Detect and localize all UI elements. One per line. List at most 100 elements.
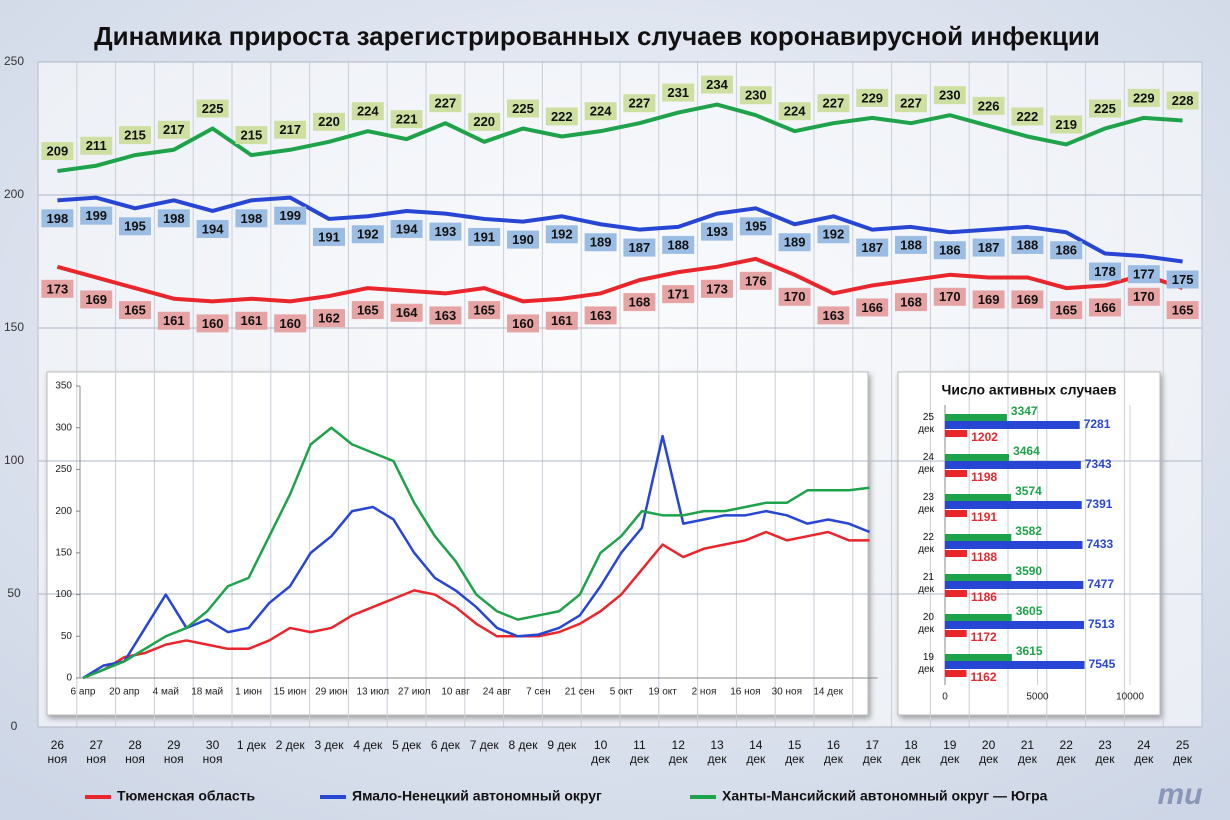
y-tick-label: 50 <box>61 631 73 642</box>
series-line <box>82 426 870 680</box>
data-label: 166 <box>861 300 883 315</box>
x-tick-label-box: 23 дек <box>1096 738 1115 766</box>
data-label-box <box>1011 290 1044 309</box>
data-label: 165 <box>1055 303 1077 318</box>
data-label-box <box>856 298 889 317</box>
x-tick-label: 5 дек <box>392 738 422 752</box>
legend-label: Ханты-Мансийский автономный округ — Югра <box>722 788 1048 804</box>
x-tick-label: 21 сен <box>565 687 595 698</box>
y-tick-label-box: 19 дек <box>918 652 934 675</box>
data-label-box <box>545 107 578 126</box>
bar <box>945 581 1084 589</box>
x-tick-label-box: 5 дек <box>392 738 422 752</box>
x-tick-label-box: 6 дек <box>431 738 460 752</box>
x-tick-label: 29 июн <box>315 687 348 698</box>
x-tick-label: 19 окт <box>648 687 677 698</box>
x-tick-label: 26 ноя <box>47 738 68 766</box>
data-label-box <box>701 222 733 241</box>
data-label: 7545 <box>1089 657 1116 671</box>
data-label: 194 <box>396 221 418 236</box>
data-label: 230 <box>939 88 961 103</box>
y-tick-label: 0 <box>66 673 72 684</box>
data-label: 171 <box>667 287 689 302</box>
inset-title: Число активных случаев <box>942 382 1117 398</box>
data-label: 187 <box>978 240 1000 255</box>
data-label: 1202 <box>971 430 998 444</box>
data-label-box <box>119 126 151 145</box>
data-label-box <box>351 225 384 244</box>
data-label-box <box>351 102 384 121</box>
x-tick-label: 0 <box>942 692 948 703</box>
x-tick-label-box: 24 дек <box>1134 738 1153 766</box>
data-label: 228 <box>1172 93 1194 108</box>
data-label: 224 <box>590 104 612 119</box>
data-label: 161 <box>241 313 263 328</box>
data-label: 3605 <box>1016 604 1043 618</box>
data-label: 165 <box>1172 303 1194 318</box>
data-label: 173 <box>47 281 69 296</box>
data-label-box <box>623 238 656 257</box>
data-label-box <box>1050 241 1083 260</box>
data-label: 3574 <box>1015 484 1042 498</box>
series-line <box>82 434 871 680</box>
x-tick-label: 20 дек <box>979 738 999 766</box>
data-label-box <box>972 290 1005 309</box>
series-line <box>57 102 1183 174</box>
inset-panel <box>46 371 869 716</box>
data-label: 231 <box>667 85 689 100</box>
data-label-box <box>1050 301 1083 320</box>
data-label-box <box>1166 91 1199 110</box>
data-label-box <box>390 219 423 238</box>
x-tick-label: 29 ноя <box>163 738 184 766</box>
x-tick-label-box: 29 ноя <box>163 738 184 766</box>
data-label: 1198 <box>971 470 997 484</box>
bar <box>945 510 968 517</box>
x-tick-label: 7 дек <box>469 738 499 752</box>
y-tick-label: 25 дек <box>918 412 934 435</box>
x-tick-label: 2 ноя <box>692 687 717 698</box>
x-tick-label-box: 7 дек <box>469 738 499 752</box>
data-label: 178 <box>1094 264 1116 279</box>
bar <box>945 661 1085 669</box>
data-label-box <box>856 88 889 107</box>
data-label: 186 <box>939 243 961 258</box>
x-tick-label-box: 28 ноя <box>125 738 145 766</box>
x-tick-label-box: 22 дек <box>1056 738 1076 766</box>
data-label: 7391 <box>1086 497 1113 511</box>
data-label-box <box>545 225 578 244</box>
x-tick-label-box: 8 дек <box>509 738 538 752</box>
x-tick-label-box: 16 дек <box>823 738 843 766</box>
data-label: 169 <box>85 292 107 307</box>
data-label: 3582 <box>1015 524 1042 538</box>
data-label: 222 <box>551 109 573 124</box>
data-label: 192 <box>357 227 379 242</box>
data-label-box <box>584 306 617 325</box>
x-tick-label-box: 26 ноя <box>47 738 68 766</box>
y-tick-label: 250 <box>55 464 72 475</box>
data-label: 170 <box>1133 289 1155 304</box>
bar <box>945 534 1012 541</box>
x-tick-label: 16 дек <box>823 738 843 766</box>
data-label-box <box>274 206 307 225</box>
data-label-box <box>196 219 229 238</box>
x-tick-label-box: 17 дек <box>863 738 882 766</box>
x-tick-label: 3 дек <box>314 738 344 752</box>
legend-label: Ямало-Ненецкий автономный округ <box>352 788 602 804</box>
data-label-box <box>157 209 190 228</box>
bar <box>945 414 1007 421</box>
y-tick-label: 0 <box>11 719 18 733</box>
data-label: 191 <box>318 229 340 244</box>
x-tick-label-box: 14 дек <box>746 738 765 766</box>
data-label: 160 <box>279 316 301 331</box>
data-label: 176 <box>745 273 767 288</box>
data-label: 226 <box>978 98 1000 113</box>
data-label: 195 <box>124 219 146 234</box>
x-tick-label: 22 дек <box>1056 738 1076 766</box>
data-label: 1186 <box>971 590 997 604</box>
data-label: 225 <box>202 101 224 116</box>
x-tick-label-box: 12 дек <box>669 738 688 766</box>
y-tick-label: 200 <box>4 187 24 201</box>
data-label: 195 <box>745 219 767 234</box>
data-label: 163 <box>590 308 612 323</box>
data-label: 3615 <box>1016 644 1043 658</box>
